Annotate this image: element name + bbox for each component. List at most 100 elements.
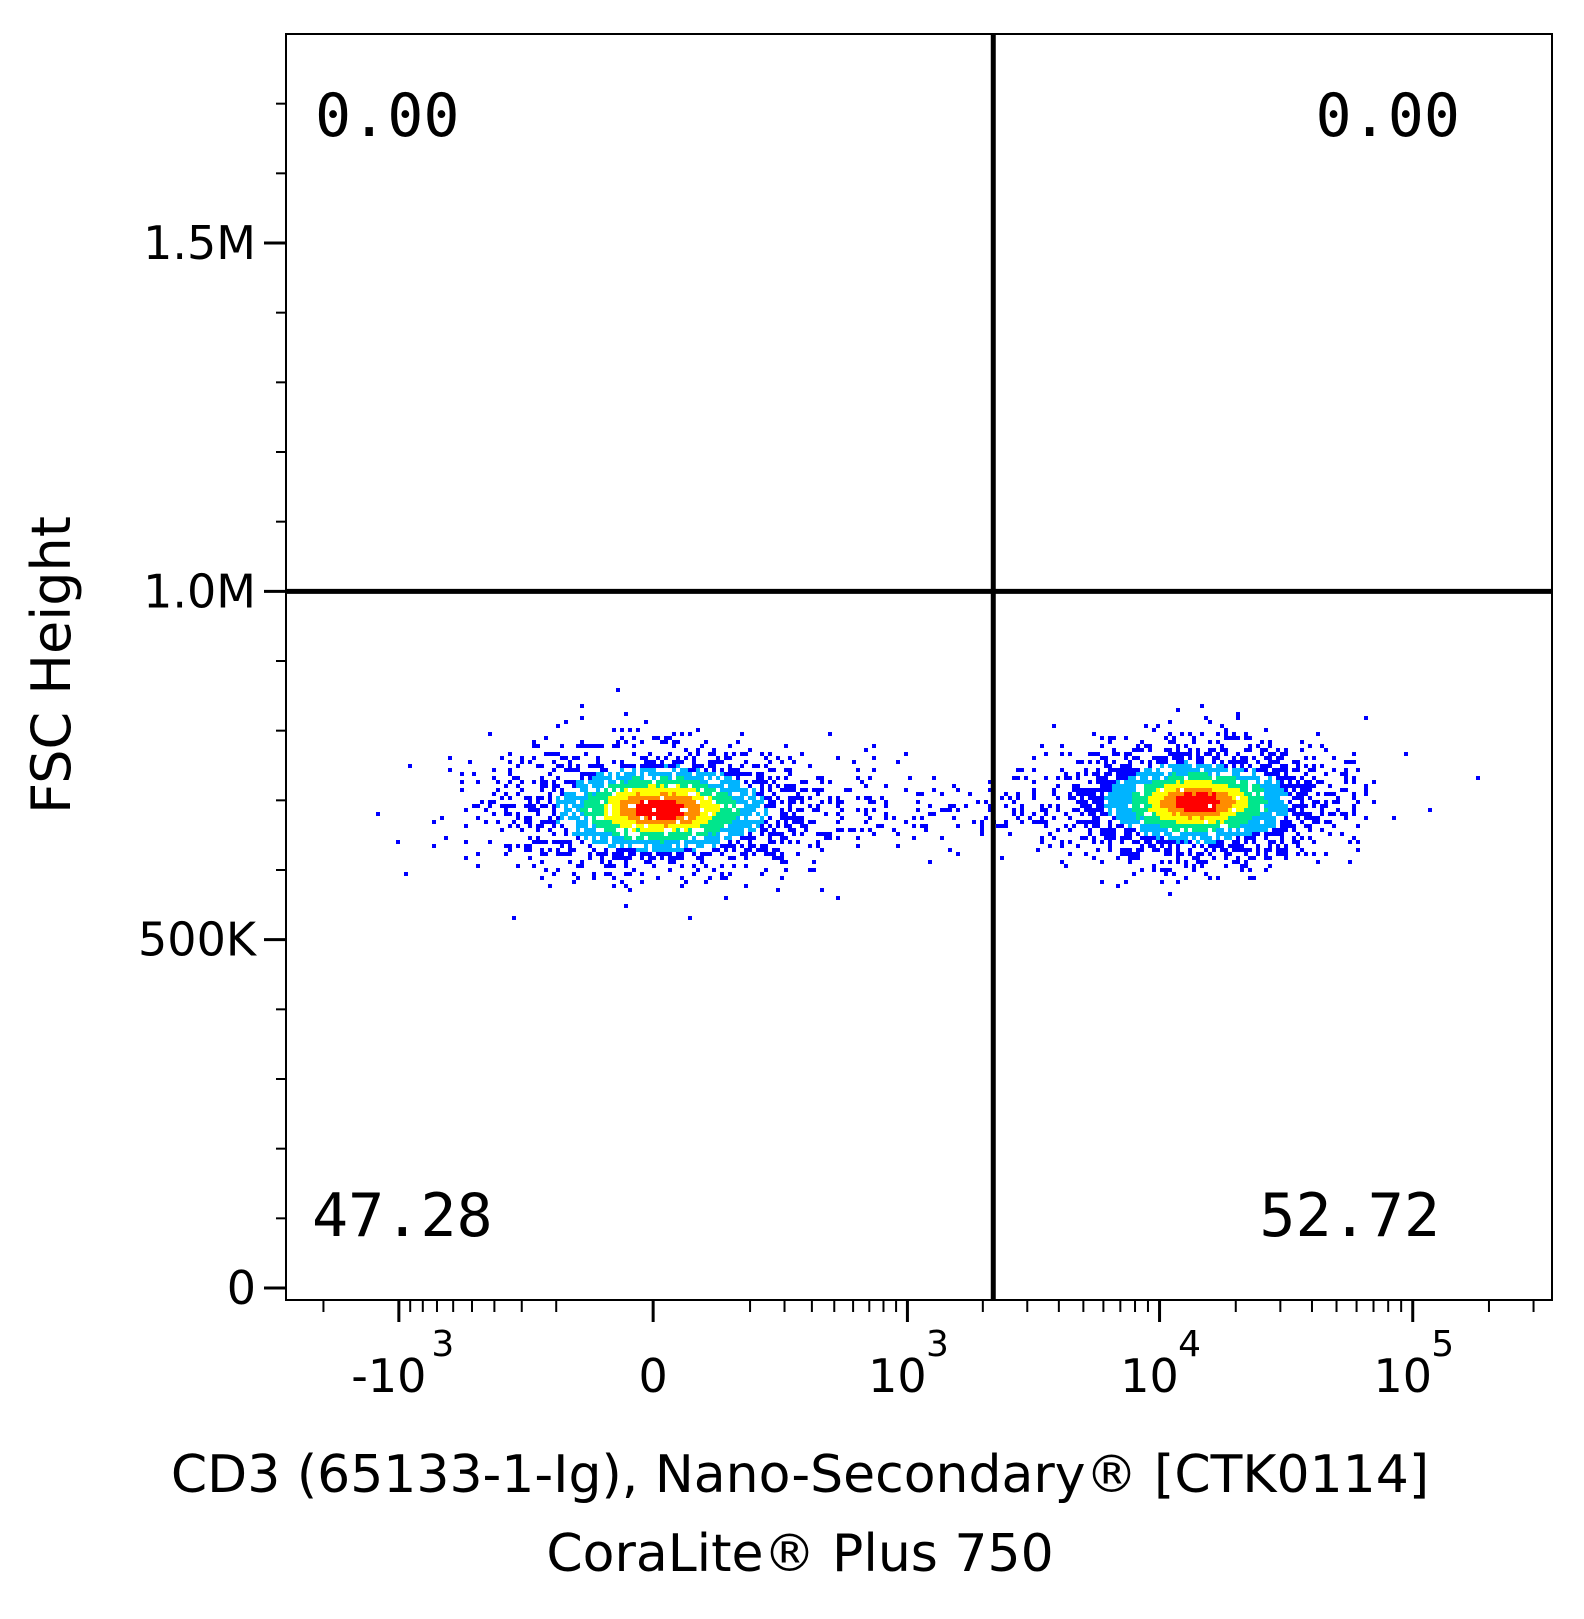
event-dot — [704, 832, 708, 836]
event-dot — [744, 752, 748, 756]
event-dot — [580, 804, 584, 808]
event-dot — [1260, 764, 1264, 768]
event-dot — [1088, 808, 1092, 812]
event-dot — [648, 856, 652, 860]
event-dot — [1168, 808, 1172, 812]
event-dot — [1128, 820, 1132, 824]
event-dot — [1032, 788, 1036, 792]
event-dot — [1176, 848, 1180, 852]
event-dot — [540, 824, 544, 828]
event-dot — [1296, 804, 1300, 808]
event-dot — [1240, 800, 1244, 804]
event-dot — [668, 788, 672, 792]
event-dot — [776, 820, 780, 824]
event-dot — [1116, 800, 1120, 804]
event-dot — [816, 788, 820, 792]
event-dot — [580, 820, 584, 824]
event-dot — [660, 836, 664, 840]
event-dot — [740, 772, 744, 776]
event-dot — [656, 836, 660, 840]
event-dot — [552, 840, 556, 844]
event-dot — [632, 796, 636, 800]
event-dot — [680, 788, 684, 792]
event-dot — [628, 772, 632, 776]
event-dot — [1220, 768, 1224, 772]
event-dot — [1276, 788, 1280, 792]
event-dot — [756, 812, 760, 816]
event-dot — [736, 788, 740, 792]
event-dot — [1144, 832, 1148, 836]
event-dot — [660, 764, 664, 768]
event-dot — [808, 796, 812, 800]
event-dot — [1108, 840, 1112, 844]
event-dot — [596, 800, 600, 804]
event-dot — [1012, 812, 1016, 816]
event-dot — [712, 868, 716, 872]
event-dot — [664, 844, 668, 848]
event-dot — [1256, 744, 1260, 748]
event-dot — [940, 836, 944, 840]
event-dot — [640, 856, 644, 860]
plot-frame — [285, 33, 1553, 1301]
event-dot — [1216, 816, 1220, 820]
event-dot — [484, 808, 488, 812]
event-dot — [576, 804, 580, 808]
event-dot — [1196, 784, 1200, 788]
event-dot — [704, 784, 708, 788]
event-dot — [1244, 760, 1248, 764]
event-dot — [1156, 796, 1160, 800]
event-dot — [1372, 780, 1376, 784]
event-dot — [596, 776, 600, 780]
event-dot — [760, 832, 764, 836]
event-dot — [568, 768, 572, 772]
event-dot — [980, 824, 984, 828]
event-dot — [1268, 744, 1272, 748]
event-dot — [1260, 768, 1264, 772]
event-dot — [576, 836, 580, 840]
event-dot — [632, 788, 636, 792]
event-dot — [540, 776, 544, 780]
event-dot — [640, 796, 644, 800]
event-dot — [720, 792, 724, 796]
event-dot — [524, 848, 528, 852]
event-dot — [1292, 808, 1296, 812]
event-dot — [1224, 808, 1228, 812]
event-dot — [540, 876, 544, 880]
event-dot — [1252, 840, 1256, 844]
event-dot — [1192, 792, 1196, 796]
event-dot — [588, 828, 592, 832]
event-dot — [1172, 780, 1176, 784]
event-dot — [1236, 812, 1240, 816]
event-dot — [1140, 812, 1144, 816]
event-dot — [1088, 812, 1092, 816]
event-dot — [708, 784, 712, 788]
event-dot — [532, 804, 536, 808]
event-dot — [1076, 820, 1080, 824]
event-dot — [1172, 764, 1176, 768]
event-dot — [780, 840, 784, 844]
event-dot — [1232, 800, 1236, 804]
event-dot — [604, 788, 608, 792]
event-dot — [648, 828, 652, 832]
event-dot — [1196, 824, 1200, 828]
event-dot — [700, 792, 704, 796]
event-dot — [548, 796, 552, 800]
event-dot — [660, 772, 664, 776]
event-dot — [492, 800, 496, 804]
event-dot — [1192, 776, 1196, 780]
event-dot — [1352, 780, 1356, 784]
event-dot — [1292, 812, 1296, 816]
event-dot — [1164, 736, 1168, 740]
event-dot — [884, 804, 888, 808]
event-dot — [1112, 784, 1116, 788]
event-dot — [720, 820, 724, 824]
event-dot — [1216, 788, 1220, 792]
event-dot — [1216, 792, 1220, 796]
event-dot — [1284, 804, 1288, 808]
event-dot — [1136, 840, 1140, 844]
event-dot — [1304, 792, 1308, 796]
event-dot — [628, 808, 632, 812]
event-dot — [1352, 804, 1356, 808]
event-dot — [692, 820, 696, 824]
event-dot — [568, 764, 572, 768]
